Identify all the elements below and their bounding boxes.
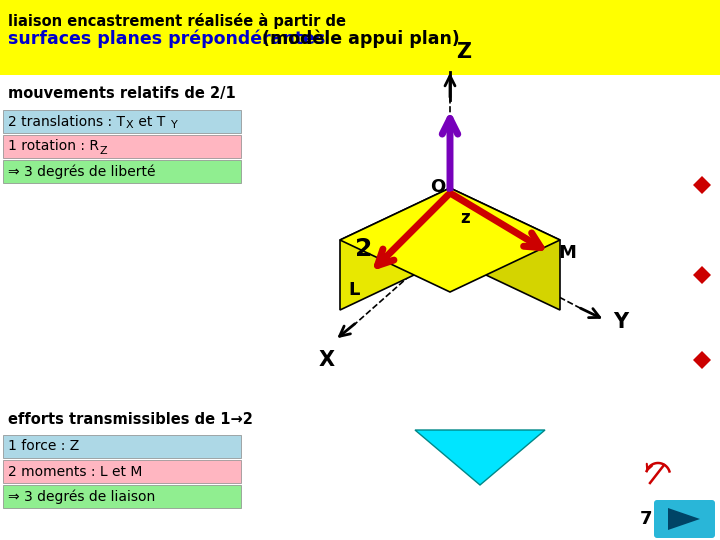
Polygon shape	[415, 430, 545, 485]
Text: 2: 2	[355, 237, 372, 261]
Text: O: O	[430, 178, 445, 196]
Text: Y: Y	[171, 120, 178, 131]
Text: (modèle appui plan): (modèle appui plan)	[256, 29, 460, 48]
Text: X: X	[126, 120, 134, 131]
Polygon shape	[668, 508, 700, 530]
Text: surfaces planes prépondérantes: surfaces planes prépondérantes	[8, 29, 325, 48]
Bar	[3, 135, 241, 158]
Polygon shape	[340, 188, 560, 292]
Polygon shape	[340, 188, 450, 310]
Text: z: z	[460, 209, 469, 227]
FancyBboxPatch shape	[654, 500, 715, 538]
Text: ⇒ 3 degrés de liberté: ⇒ 3 degrés de liberté	[8, 164, 156, 179]
Text: 1 force : Z: 1 force : Z	[8, 440, 79, 454]
Text: Y: Y	[613, 312, 628, 332]
Text: efforts transmissibles de 1→2: efforts transmissibles de 1→2	[8, 412, 253, 427]
Bar	[3, 160, 241, 183]
Text: 2 moments : L et M: 2 moments : L et M	[8, 464, 143, 478]
Bar	[3, 110, 241, 133]
Bar	[3, 485, 241, 508]
Text: Z: Z	[456, 42, 471, 62]
Text: 7: 7	[640, 510, 652, 528]
Text: mouvements relatifs de 2/1: mouvements relatifs de 2/1	[8, 86, 235, 101]
Text: Z: Z	[100, 145, 107, 156]
Text: M: M	[558, 244, 576, 262]
Text: ⇒ 3 degrés de liaison: ⇒ 3 degrés de liaison	[8, 489, 156, 504]
Text: 1 rotation : R: 1 rotation : R	[8, 139, 99, 153]
Polygon shape	[450, 188, 560, 310]
Text: L: L	[348, 281, 360, 299]
Text: X: X	[319, 350, 335, 370]
Text: 2 translations : T: 2 translations : T	[8, 114, 125, 129]
Bar	[0, 0, 720, 75]
Bar	[3, 435, 241, 458]
Text: liaison encastrement réalisée à partir de: liaison encastrement réalisée à partir d…	[8, 13, 346, 29]
Bar	[3, 460, 241, 483]
Text: et T: et T	[134, 114, 166, 129]
